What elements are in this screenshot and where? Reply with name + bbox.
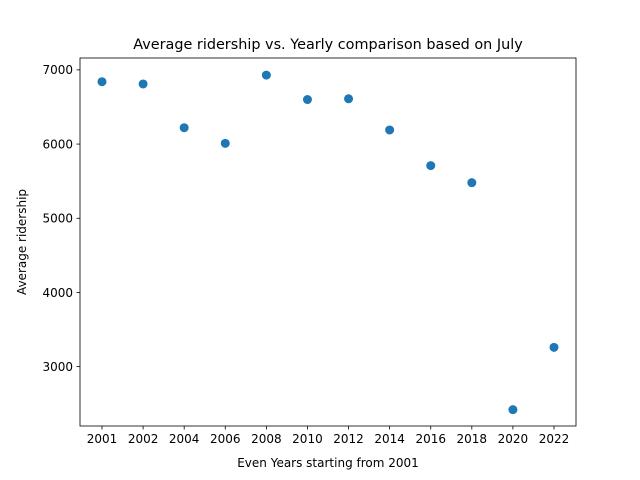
x-tick-label: 2006: [210, 432, 241, 446]
data-point: [179, 123, 189, 133]
data-point: [385, 125, 395, 135]
data-point: [549, 342, 559, 352]
x-tick-label: 2020: [498, 432, 529, 446]
x-axis-label: Even Years starting from 2001: [237, 456, 419, 470]
x-tick-label: 2012: [333, 432, 364, 446]
plot-area: 2001 2002 2004 2006 2008 2010 2012 2014 2016 2018…: [42, 57, 577, 446]
y-tick-label: 5000: [42, 212, 73, 226]
y-tick-label: 6000: [42, 137, 73, 151]
x-tick-label: 2010: [292, 432, 323, 446]
x-tick-label: 2008: [251, 432, 282, 446]
data-point: [138, 79, 148, 89]
y-tick-label: 4000: [42, 286, 73, 300]
y-tick-label: 3000: [42, 360, 73, 374]
x-tick-label: 2002: [128, 432, 159, 446]
data-point: [97, 77, 107, 87]
axes-frame: [79, 57, 577, 427]
x-tick-label: 2016: [415, 432, 446, 446]
x-tick-label: 2022: [539, 432, 570, 446]
data-point: [426, 161, 436, 171]
x-tick-label: 2004: [169, 432, 200, 446]
x-tick-label: 2018: [457, 432, 488, 446]
data-point: [508, 405, 518, 415]
data-point: [302, 95, 312, 105]
y-axis-label: Average ridership: [15, 189, 29, 295]
x-tick-label: 2014: [374, 432, 405, 446]
data-point: [220, 138, 230, 148]
x-tick-label: 2001: [87, 432, 118, 446]
y-tick-label: 7000: [42, 63, 73, 77]
chart-title: Average ridership vs. Yearly comparison …: [133, 37, 523, 53]
data-point: [467, 178, 477, 188]
data-point: [261, 70, 271, 80]
data-point: [344, 94, 354, 104]
